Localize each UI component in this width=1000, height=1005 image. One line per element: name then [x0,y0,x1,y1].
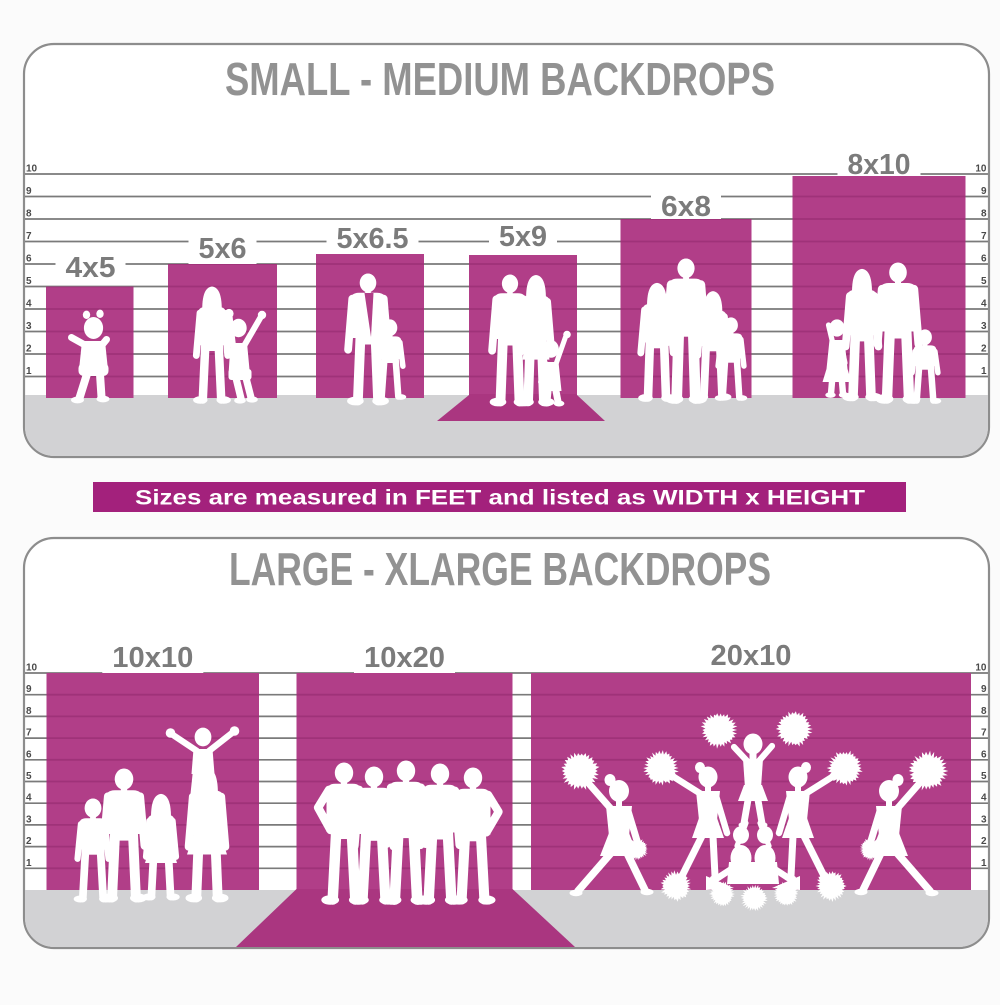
svg-text:4: 4 [26,793,32,804]
svg-text:8: 8 [981,209,987,220]
svg-text:4: 4 [981,793,987,804]
svg-text:10: 10 [26,663,38,674]
svg-text:5: 5 [26,771,32,782]
svg-text:6: 6 [26,749,32,760]
svg-text:10: 10 [26,164,38,175]
svg-text:1: 1 [981,366,987,377]
svg-text:3: 3 [981,321,987,332]
svg-text:5: 5 [981,771,987,782]
svg-text:9: 9 [981,186,987,197]
svg-text:5x9: 5x9 [499,221,547,253]
svg-text:1: 1 [981,858,987,869]
svg-text:10x20: 10x20 [364,642,445,674]
svg-text:3: 3 [26,321,32,332]
svg-text:2: 2 [981,836,987,847]
svg-text:6: 6 [981,749,987,760]
svg-text:5: 5 [26,276,32,287]
svg-text:2: 2 [26,344,32,355]
svg-text:7: 7 [981,231,987,242]
svg-text:9: 9 [981,684,987,695]
svg-text:7: 7 [981,728,987,739]
svg-text:6x8: 6x8 [661,191,711,223]
svg-text:SMALL - MEDIUM BACKDROPS: SMALL - MEDIUM BACKDROPS [225,53,775,105]
svg-text:4: 4 [26,299,32,310]
svg-text:8: 8 [26,209,32,220]
svg-text:2: 2 [26,836,32,847]
svg-text:4: 4 [981,299,987,310]
svg-text:5: 5 [981,276,987,287]
svg-text:7: 7 [26,728,32,739]
svg-text:7: 7 [26,231,32,242]
svg-text:10: 10 [975,663,987,674]
svg-text:8x10: 8x10 [848,149,911,181]
svg-text:9: 9 [26,684,32,695]
svg-text:4x5: 4x5 [66,252,116,284]
svg-text:5x6.5: 5x6.5 [337,223,409,255]
svg-text:3: 3 [26,814,32,825]
svg-text:1: 1 [26,366,32,377]
svg-text:1: 1 [26,858,32,869]
svg-text:LARGE - XLARGE BACKDROPS: LARGE - XLARGE BACKDROPS [229,543,771,595]
svg-text:Sizes are measured in FEET and: Sizes are measured in FEET and listed as… [135,487,865,510]
svg-text:9: 9 [26,186,32,197]
svg-text:8: 8 [26,706,32,717]
svg-text:6: 6 [981,254,987,265]
svg-text:10: 10 [975,164,987,175]
svg-text:8: 8 [981,706,987,717]
svg-text:3: 3 [981,814,987,825]
svg-text:5x6: 5x6 [199,233,247,265]
svg-text:6: 6 [26,254,32,265]
svg-text:20x10: 20x10 [711,640,792,672]
svg-text:10x10: 10x10 [112,642,193,674]
svg-text:2: 2 [981,344,987,355]
